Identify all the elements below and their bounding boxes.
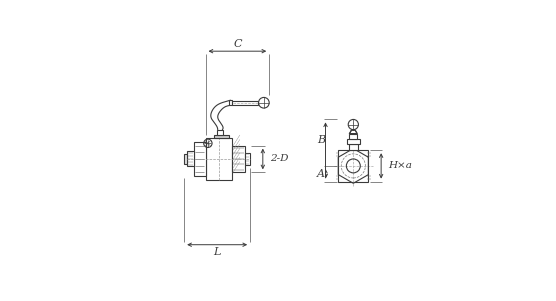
Bar [187, 151, 193, 166]
Text: 2-D: 2-D [270, 154, 288, 163]
Text: H×a: H×a [388, 161, 412, 170]
Text: C: C [233, 39, 242, 49]
Bar [232, 101, 259, 105]
Bar [214, 135, 229, 138]
Bar [245, 153, 250, 165]
Bar [193, 142, 206, 176]
Bar [350, 134, 357, 139]
Bar [229, 101, 232, 105]
Text: L: L [214, 247, 221, 257]
Polygon shape [350, 130, 357, 134]
Bar [338, 150, 369, 182]
Bar [206, 138, 232, 180]
Bar [232, 146, 245, 172]
Bar [347, 139, 360, 144]
Bar [217, 130, 224, 135]
Bar [184, 154, 187, 164]
Bar [349, 144, 358, 150]
Text: A: A [317, 169, 325, 179]
Text: B: B [317, 135, 325, 145]
